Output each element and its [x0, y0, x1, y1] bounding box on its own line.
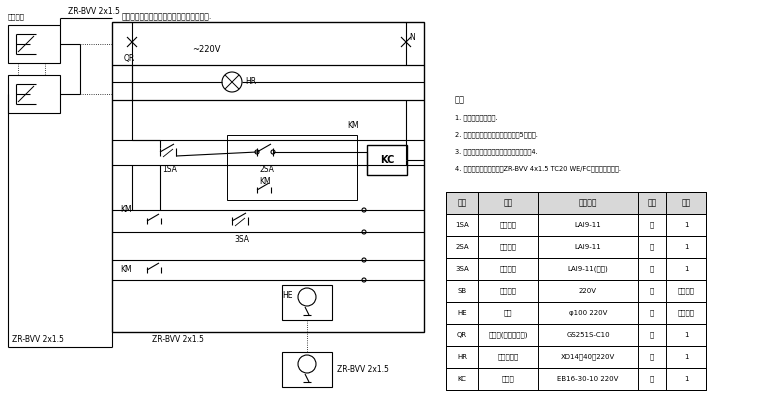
Bar: [446, 302, 706, 324]
Text: 名称: 名称: [503, 199, 513, 208]
Text: 1. 增加火灾报警事项.: 1. 增加火灾报警事项.: [455, 115, 498, 121]
Text: 1: 1: [684, 332, 689, 338]
Bar: [446, 280, 706, 302]
Text: HE: HE: [458, 310, 467, 316]
Text: KM: KM: [120, 205, 131, 213]
Text: N: N: [409, 34, 415, 42]
Circle shape: [298, 355, 316, 373]
Text: ZR-BVV 2x1.5: ZR-BVV 2x1.5: [68, 7, 120, 16]
Text: KM: KM: [259, 178, 271, 187]
Bar: [367, 145, 407, 175]
Circle shape: [362, 278, 366, 282]
Text: 同消火栓: 同消火栓: [677, 288, 695, 294]
Text: 1: 1: [684, 376, 689, 382]
Text: 2SA: 2SA: [455, 244, 469, 250]
Text: ZR-BVV 2x1.5: ZR-BVV 2x1.5: [12, 335, 64, 344]
Text: 3SA: 3SA: [455, 266, 469, 272]
Text: ZR-BVV 2x1.5: ZR-BVV 2x1.5: [337, 365, 389, 374]
Text: 单位: 单位: [648, 199, 657, 208]
Text: HR: HR: [245, 78, 256, 86]
Text: 个: 个: [650, 376, 654, 382]
Circle shape: [362, 208, 366, 212]
Bar: [446, 324, 706, 346]
Text: 启动按鈕: 启动按鈕: [499, 244, 517, 250]
Text: 个: 个: [650, 222, 654, 228]
Text: KC: KC: [380, 155, 394, 165]
Bar: [282, 285, 332, 320]
Text: 个: 个: [650, 266, 654, 272]
Text: 接触器: 接触器: [502, 376, 515, 382]
Circle shape: [298, 288, 316, 306]
Bar: [282, 352, 332, 387]
Text: EB16-30-10 220V: EB16-30-10 220V: [557, 376, 619, 382]
Text: GS251S-C10: GS251S-C10: [566, 332, 610, 338]
Text: LAI9-11(串联): LAI9-11(串联): [568, 266, 608, 272]
Text: 个: 个: [650, 310, 654, 316]
Text: 个: 个: [650, 244, 654, 250]
Text: 停止按鈕: 停止按鈕: [499, 222, 517, 228]
Text: 同消火栓: 同消火栓: [677, 310, 695, 316]
Text: 个: 个: [650, 332, 654, 338]
Text: 1: 1: [684, 266, 689, 272]
Bar: [446, 236, 706, 258]
Circle shape: [362, 230, 366, 234]
Text: 1: 1: [684, 222, 689, 228]
Bar: [446, 192, 706, 214]
Text: QR: QR: [457, 332, 467, 338]
Text: 1SA: 1SA: [162, 166, 177, 175]
Bar: [8, 25, 60, 63]
Text: 2SA: 2SA: [259, 166, 274, 175]
Text: 1: 1: [684, 354, 689, 360]
Bar: [446, 368, 706, 390]
Text: 被联按鈕: 被联按鈕: [8, 14, 25, 20]
Bar: [446, 214, 706, 236]
Text: 数量: 数量: [682, 199, 691, 208]
Circle shape: [255, 150, 259, 154]
Text: 符号: 符号: [458, 199, 467, 208]
Text: 电源指示灯: 电源指示灯: [497, 354, 518, 360]
Text: 3SA: 3SA: [234, 235, 249, 243]
Bar: [446, 258, 706, 280]
Circle shape: [271, 150, 275, 154]
Text: 被联按鈕: 被联按鈕: [499, 288, 517, 294]
Text: LAI9-11: LAI9-11: [575, 244, 601, 250]
Text: 4. 警电及更更准备组织用ZR-BVV 4x1.5 TC20 WE/FC冻清防火零意此.: 4. 警电及更更准备组织用ZR-BVV 4x1.5 TC20 WE/FC冻清防火…: [455, 166, 621, 172]
Text: ZR-BVV 2x1.5: ZR-BVV 2x1.5: [152, 335, 204, 344]
Text: φ100 220V: φ100 220V: [568, 310, 607, 316]
Text: KM: KM: [120, 266, 131, 275]
Text: SB: SB: [458, 288, 467, 294]
Circle shape: [362, 258, 366, 262]
Text: 1: 1: [684, 244, 689, 250]
Text: 1SA: 1SA: [455, 222, 469, 228]
Text: 2. 控制笱里应出厂时制健序，用起5本机能.: 2. 控制笱里应出厂时制健序，用起5本机能.: [455, 132, 538, 139]
Text: 断路器(带漏电保护): 断路器(带漏电保护): [488, 332, 527, 338]
Text: 每门、明室、楼梯）信号灯及接线口上安装.: 每门、明室、楼梯）信号灯及接线口上安装.: [122, 12, 212, 21]
Bar: [446, 346, 706, 368]
Bar: [227, 135, 357, 200]
Text: KM: KM: [347, 122, 359, 131]
Circle shape: [222, 72, 242, 92]
Text: 消音按鈕: 消音按鈕: [499, 266, 517, 272]
Text: 个: 个: [650, 288, 654, 294]
Text: HR: HR: [457, 354, 467, 360]
Text: 个: 个: [650, 354, 654, 360]
Text: KC: KC: [458, 376, 467, 382]
Bar: [112, 22, 424, 332]
Text: HE: HE: [282, 291, 293, 300]
Text: 型号规格: 型号规格: [579, 199, 597, 208]
Text: QR: QR: [124, 53, 135, 62]
Text: 说明: 说明: [455, 95, 465, 104]
Text: 3. 根据消防机消警号各笱个连大系的合起4.: 3. 根据消防机消警号各笱个连大系的合起4.: [455, 149, 538, 155]
Text: 220V: 220V: [579, 288, 597, 294]
Text: XD14（40）220V: XD14（40）220V: [561, 354, 615, 360]
Text: LAI9-11: LAI9-11: [575, 222, 601, 228]
Bar: [8, 75, 60, 113]
Text: ~220V: ~220V: [192, 46, 220, 55]
Text: 警铃: 警铃: [504, 310, 512, 316]
